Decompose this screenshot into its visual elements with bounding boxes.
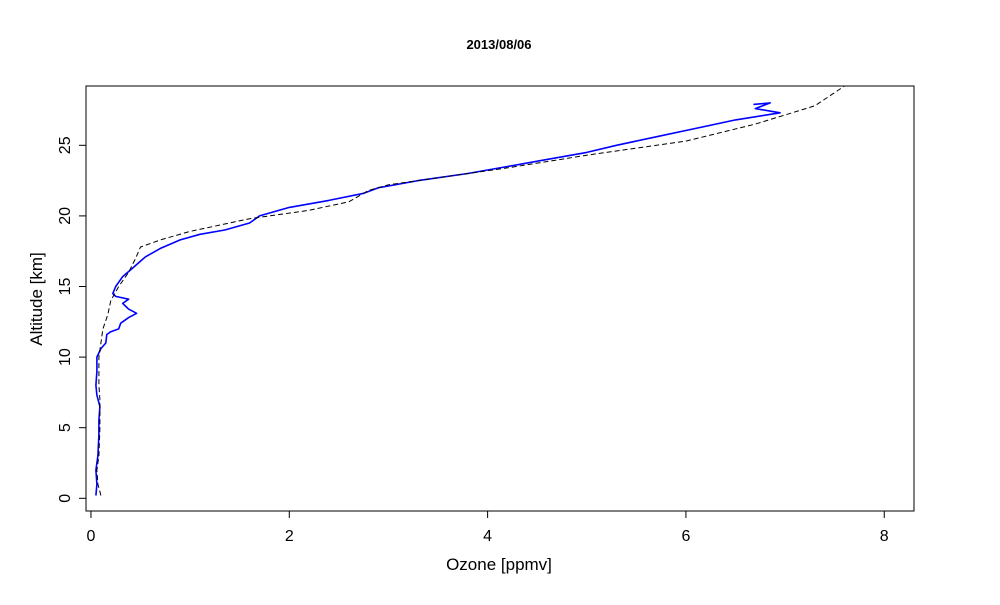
- x-axis: 0 2 4 6 8: [87, 510, 889, 545]
- y-tick-label: 0: [57, 494, 74, 503]
- y-tick-label: 10: [57, 348, 74, 366]
- y-tick-label: 20: [57, 207, 74, 225]
- x-tick-label: 6: [681, 528, 690, 545]
- x-tick-label: 0: [87, 528, 96, 545]
- series-layer: [95, 86, 845, 496]
- y-axis-label: Altitude [km]: [27, 252, 46, 346]
- y-tick-label: 5: [57, 423, 74, 432]
- x-tick-label: 4: [483, 528, 492, 545]
- chart-title: 2013/08/06: [466, 37, 531, 52]
- y-axis: 0 5 10 15 20 25: [57, 136, 87, 503]
- y-tick-label: 15: [57, 277, 74, 295]
- plot-frame: [85, 85, 915, 512]
- dashed-profile-line: [96, 86, 845, 496]
- ozone-profile-line: [95, 102, 781, 496]
- x-tick-label: 2: [285, 528, 294, 545]
- x-axis-label: Ozone [ppmv]: [446, 555, 552, 574]
- y-tick-label: 25: [57, 136, 74, 154]
- x-tick-label: 8: [880, 528, 889, 545]
